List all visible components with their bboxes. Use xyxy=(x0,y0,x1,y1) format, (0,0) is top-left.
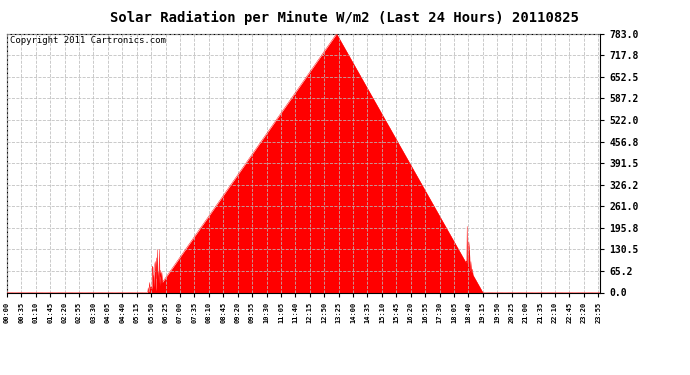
Text: Copyright 2011 Cartronics.com: Copyright 2011 Cartronics.com xyxy=(10,36,166,45)
Text: Solar Radiation per Minute W/m2 (Last 24 Hours) 20110825: Solar Radiation per Minute W/m2 (Last 24… xyxy=(110,11,580,26)
